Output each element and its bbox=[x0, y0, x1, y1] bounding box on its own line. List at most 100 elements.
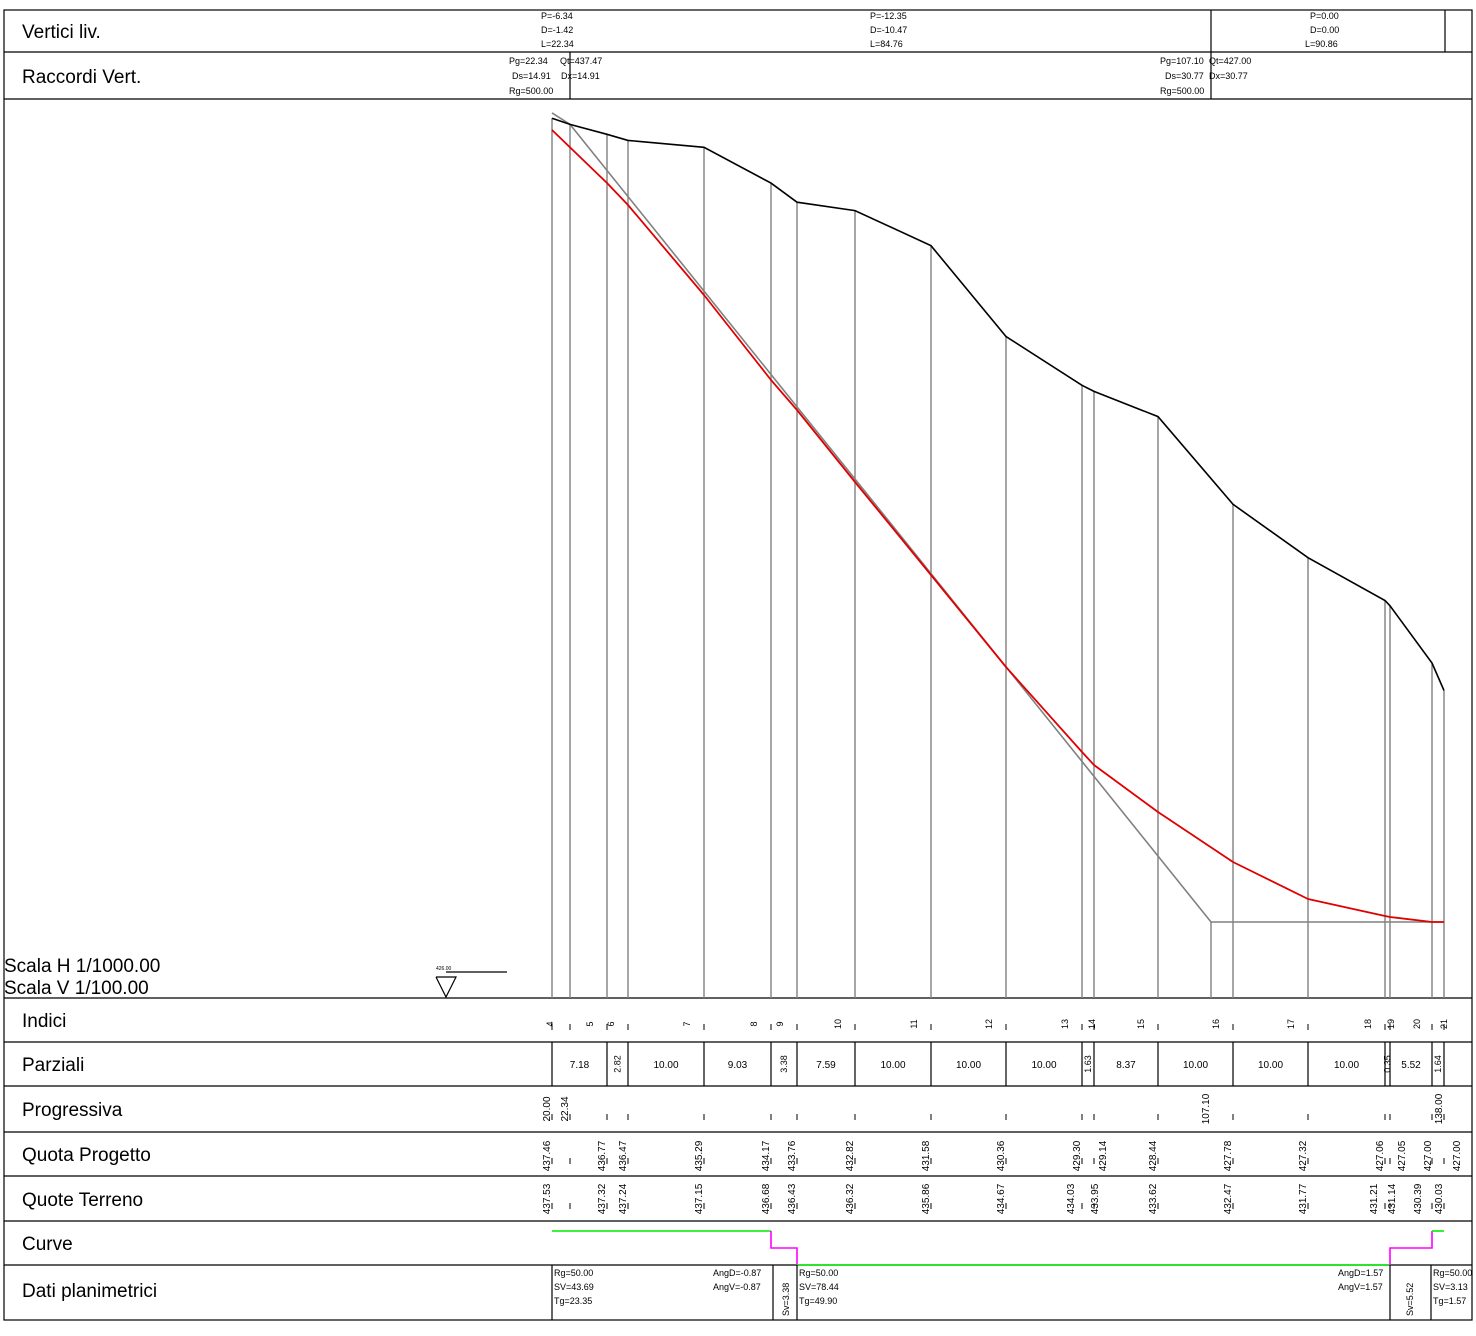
quota-terreno-value: 431.77 bbox=[1298, 1183, 1309, 1214]
quota-terreno-value: 434.67 bbox=[996, 1183, 1007, 1214]
quota-terreno-value: 437.15 bbox=[694, 1183, 705, 1214]
angle-2-v: AngV=1.57 bbox=[1338, 1282, 1383, 1292]
section-index: 7 bbox=[682, 1021, 692, 1026]
angle-2-d: AngD=1.57 bbox=[1338, 1268, 1383, 1278]
row-label-quota-progetto: Quota Progetto bbox=[22, 1145, 151, 1166]
curve-1-tg: Tg=23.35 bbox=[554, 1296, 592, 1306]
curve-2-rg: Rg=50.00 bbox=[799, 1268, 838, 1278]
curve-row bbox=[552, 1230, 1444, 1266]
vertice-1-d: D=-1.42 bbox=[541, 25, 573, 35]
quota-terreno-value: 437.32 bbox=[597, 1183, 608, 1214]
parziali-row: 7.18 2.82 10.00 9.03 3.38 7.59 10.00 10.00 10.00… bbox=[570, 1055, 1443, 1073]
quota-terreno-value: 436.43 bbox=[787, 1183, 798, 1214]
progressiva-value: 20.00 bbox=[542, 1096, 553, 1121]
parziale-value: 8.37 bbox=[1116, 1060, 1136, 1071]
row-label-parziali: Parziali bbox=[22, 1055, 84, 1076]
section-index: 5 bbox=[585, 1021, 595, 1026]
quota-terreno-value: 433.95 bbox=[1090, 1183, 1101, 1214]
quota-progetto-value: 427.78 bbox=[1223, 1140, 1234, 1171]
parziale-value: 10.00 bbox=[1183, 1060, 1208, 1071]
angle-1-d: AngD=-0.87 bbox=[713, 1268, 761, 1278]
quota-progetto-value: 430.36 bbox=[996, 1140, 1007, 1171]
parziale-value: 0.35 bbox=[1383, 1055, 1393, 1073]
quota-progetto-value: 427.06 bbox=[1375, 1140, 1386, 1171]
quota-progetto-value: 435.29 bbox=[694, 1140, 705, 1171]
quota-progetto-value: 429.14 bbox=[1098, 1140, 1109, 1171]
progressiva-value: 107.10 bbox=[1201, 1093, 1212, 1124]
raccordo-1-ds: Ds=14.91 bbox=[512, 71, 551, 81]
row-label-vertici: Vertici liv. bbox=[22, 22, 101, 43]
datum-label: 426.00 bbox=[436, 966, 452, 972]
progressiva-row: 20.00 22.34 107.10 138.00 bbox=[542, 1093, 1445, 1124]
section-index: 8 bbox=[749, 1021, 759, 1026]
quota-progetto-value: 434.17 bbox=[761, 1140, 772, 1171]
section-index: 19 bbox=[1386, 1019, 1396, 1029]
quota-terreno-value: 433.62 bbox=[1148, 1183, 1159, 1214]
section-index: 18 bbox=[1363, 1019, 1373, 1029]
tangent-polyline bbox=[551, 112, 1444, 923]
row-label-quote-terreno: Quote Terreno bbox=[22, 1190, 143, 1211]
curve-3-sv: SV=3.13 bbox=[1433, 1282, 1468, 1292]
sv-1: Sv=3.38 bbox=[781, 1283, 791, 1316]
quota-terreno-value: 430.39 bbox=[1413, 1183, 1424, 1214]
scale-h-label: Scala H 1/1000.00 bbox=[4, 956, 160, 977]
quota-terreno-value: 437.24 bbox=[618, 1183, 629, 1214]
curve-2-sv: SV=78.44 bbox=[799, 1282, 839, 1292]
progressiva-value: 138.00 bbox=[1434, 1093, 1445, 1124]
curve-3-tg: Tg=1.57 bbox=[1433, 1296, 1466, 1306]
row-label-dati-planimetrici: Dati planimetrici bbox=[22, 1281, 157, 1302]
ground-profile bbox=[551, 117, 1445, 691]
raccordo-2-ds: Ds=30.77 bbox=[1165, 71, 1204, 81]
curve-3-rg: Rg=50.00 bbox=[1433, 1268, 1472, 1278]
quota-terreno-value: 437.53 bbox=[542, 1183, 553, 1214]
curve-arc-segment bbox=[770, 1231, 798, 1265]
parziale-value: 7.59 bbox=[816, 1060, 836, 1071]
section-index: 11 bbox=[909, 1019, 919, 1028]
quota-terreno-value: 436.68 bbox=[761, 1183, 772, 1214]
section-lines bbox=[551, 118, 1445, 998]
curve-1-sv: SV=43.69 bbox=[554, 1282, 594, 1292]
vertice-1-l: L=22.34 bbox=[541, 39, 574, 49]
raccordi-entries: Pg=22.34 Qt=437.47 Ds=14.91 Dx=14.91 Rg=… bbox=[509, 56, 1251, 96]
parziale-value: 1.64 bbox=[1433, 1055, 1443, 1073]
row-column-dividers bbox=[551, 1024, 1445, 1209]
sv-2: Sv=5.52 bbox=[1405, 1283, 1415, 1316]
section-index: 15 bbox=[1136, 1019, 1146, 1029]
parziale-value: 10.00 bbox=[1031, 1060, 1056, 1071]
vertice-3-p: P=0.00 bbox=[1310, 11, 1339, 21]
project-line bbox=[551, 129, 1444, 923]
section-index: 20 bbox=[1412, 1019, 1422, 1029]
vertice-2-p: P=-12.35 bbox=[870, 11, 907, 21]
quota-progetto-value: 427.32 bbox=[1298, 1140, 1309, 1171]
row-label-curve: Curve bbox=[22, 1234, 73, 1255]
parziale-value: 5.52 bbox=[1401, 1060, 1421, 1071]
quota-terreno-value: 432.47 bbox=[1223, 1183, 1234, 1214]
raccordi-dividers bbox=[569, 52, 1212, 99]
parziale-value: 10.00 bbox=[653, 1060, 678, 1071]
vertice-3-l: L=90.86 bbox=[1305, 39, 1338, 49]
row-label-indici: Indici bbox=[22, 1011, 66, 1032]
quota-terreno-value: 431.14 bbox=[1387, 1183, 1398, 1214]
vertice-3-d: D=0.00 bbox=[1310, 25, 1339, 35]
quota-progetto-value: 433.76 bbox=[787, 1140, 798, 1171]
parziale-value: 1.63 bbox=[1083, 1055, 1093, 1073]
section-index: 13 bbox=[1060, 1019, 1070, 1029]
parziale-value: 10.00 bbox=[1258, 1060, 1283, 1071]
ground-line bbox=[551, 117, 1445, 691]
quote-terreno-row: 437.53 437.32 437.24 437.15 436.68 436.43 436.… bbox=[542, 1183, 1445, 1214]
quota-progetto-value: 427.05 bbox=[1397, 1140, 1408, 1171]
quota-terreno-value: 430.03 bbox=[1434, 1183, 1445, 1214]
parziale-value: 10.00 bbox=[1334, 1060, 1359, 1071]
quota-progetto-value: 431.58 bbox=[921, 1140, 932, 1171]
section-index: 16 bbox=[1211, 1019, 1221, 1029]
parziale-value: 9.03 bbox=[728, 1060, 748, 1071]
datum-marker: 426.00 bbox=[435, 966, 507, 999]
quota-progetto-value: 436.47 bbox=[618, 1140, 629, 1171]
vertici-entries: P=-6.34 D=-1.42 L=22.34 P=-12.35 D=-10.4… bbox=[541, 11, 1339, 49]
quota-progetto-value: 427.00 bbox=[1423, 1140, 1434, 1171]
quota-progetto-value: 437.46 bbox=[542, 1140, 553, 1171]
parziale-value: 10.00 bbox=[956, 1060, 981, 1071]
parziale-value: 10.00 bbox=[880, 1060, 905, 1071]
curve-1-rg: Rg=50.00 bbox=[554, 1268, 593, 1278]
